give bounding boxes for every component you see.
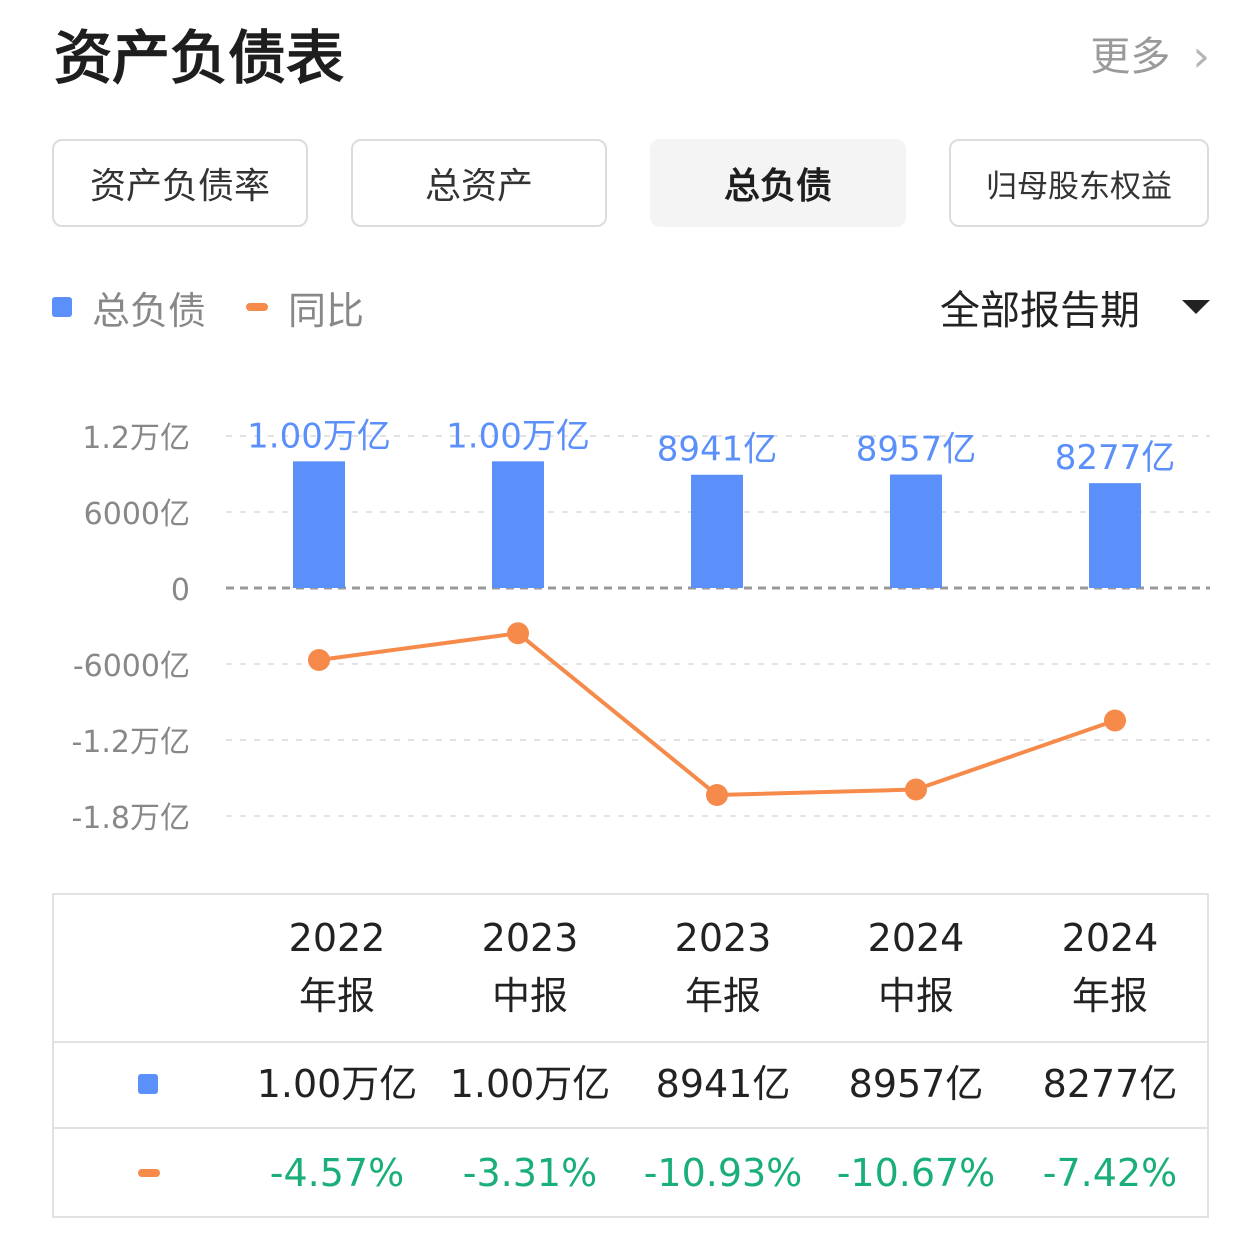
table-header-row: 2022 年报 2023 中报 2023 年报 2024 中报 2024 年报 <box>54 895 1207 1043</box>
chart-legend: 总负债 同比 <box>52 282 365 333</box>
tab-total-assets[interactable]: 总资产 <box>351 139 607 227</box>
table-cell: -7.42% <box>1042 1151 1178 1195</box>
chevron-right-icon: › <box>1192 31 1210 82</box>
column-year: 2023 <box>674 916 772 960</box>
yoy-point <box>706 784 728 806</box>
y-tick-label: 6000亿 <box>84 497 190 532</box>
table-row: -4.57% -3.31% -10.93% -10.67% -7.42% <box>54 1129 1207 1217</box>
period-selector-label: 全部报告期 <box>940 288 1140 334</box>
header: 资产负债表 更多 › <box>54 22 1210 102</box>
table-cell: -4.57% <box>269 1151 405 1195</box>
table-cell: 8941亿 <box>655 1062 791 1106</box>
y-tick-label: 1.2万亿 <box>82 421 190 456</box>
column-period: 中报 <box>877 974 954 1018</box>
column-year: 2024 <box>1061 916 1159 960</box>
yoy-point <box>507 622 529 645</box>
table-cell: -3.31% <box>462 1151 598 1195</box>
bar-data-label: 8941亿 <box>657 430 778 470</box>
y-tick-label: -1.2万亿 <box>71 725 190 760</box>
y-tick-label: -6000亿 <box>73 649 190 684</box>
table-cell: -10.93% <box>643 1151 803 1195</box>
period-selector[interactable]: 全部报告期 <box>940 280 1210 334</box>
liabilities-chart: 1.2万亿 6000亿 0 -6000亿 -1.2万亿 -1.8万亿 1.00万亿 1.00万… <box>71 416 1210 836</box>
column-year: 2023 <box>481 916 579 960</box>
page-title: 资产负债表 <box>54 24 345 92</box>
tab-debt-ratio[interactable]: 资产负债率 <box>52 139 308 227</box>
legend-line-label: 同比 <box>288 288 365 333</box>
column-header: 2024 中报 <box>821 909 1011 1025</box>
yoy-point <box>905 778 927 801</box>
legend-bar-swatch <box>52 297 72 317</box>
bar <box>293 461 345 588</box>
table-cell: 1.00万亿 <box>449 1062 611 1106</box>
data-table: 2022 年报 2023 中报 2023 年报 2024 中报 2024 年报 1.00万亿 1.0… <box>52 893 1209 1218</box>
column-period: 中报 <box>491 974 568 1018</box>
more-link[interactable]: 更多 › <box>1090 32 1210 82</box>
bar <box>890 474 942 588</box>
table-cell: 8957亿 <box>848 1062 984 1106</box>
table-row: 1.00万亿 1.00万亿 8941亿 8957亿 8277亿 <box>54 1041 1207 1129</box>
column-period: 年报 <box>298 974 375 1018</box>
column-header: 2023 中报 <box>435 909 625 1025</box>
bar-data-label: 8277亿 <box>1055 438 1176 478</box>
column-header: 2023 年报 <box>628 909 818 1025</box>
column-year: 2024 <box>867 916 965 960</box>
yoy-line <box>318 631 1116 797</box>
tab-parent-equity[interactable]: 归母股东权益 <box>949 139 1209 227</box>
y-tick-label: 0 <box>171 573 190 608</box>
column-period: 年报 <box>1071 974 1148 1018</box>
bar-data-label: 1.00万亿 <box>446 416 590 456</box>
column-year: 2022 <box>288 916 386 960</box>
table-cell: 1.00万亿 <box>256 1062 418 1106</box>
yoy-point <box>308 649 330 671</box>
row-line-marker <box>138 1169 160 1177</box>
caret-down-icon <box>1182 300 1210 314</box>
column-period: 年报 <box>684 974 761 1018</box>
y-tick-label: -1.8万亿 <box>71 801 190 836</box>
bar <box>1089 483 1141 588</box>
table-cell: -10.67% <box>836 1151 996 1195</box>
yoy-point <box>1104 709 1126 732</box>
bar <box>492 461 544 588</box>
tab-total-liabilities[interactable]: 总负债 <box>650 139 906 227</box>
bar-data-label: 1.00万亿 <box>247 416 391 456</box>
legend-bar-label: 总负债 <box>92 288 207 333</box>
column-header: 2022 年报 <box>242 909 432 1025</box>
legend-line-swatch <box>246 303 269 311</box>
table-cell: 8277亿 <box>1042 1062 1178 1106</box>
bar-data-label: 8957亿 <box>856 430 977 470</box>
metric-tabs: 资产负债率 总资产 总负债 归母股东权益 <box>52 139 1209 231</box>
bar <box>691 474 743 588</box>
column-header: 2024 年报 <box>1015 909 1205 1025</box>
row-bar-marker <box>138 1074 158 1094</box>
more-label: 更多 <box>1090 34 1171 80</box>
